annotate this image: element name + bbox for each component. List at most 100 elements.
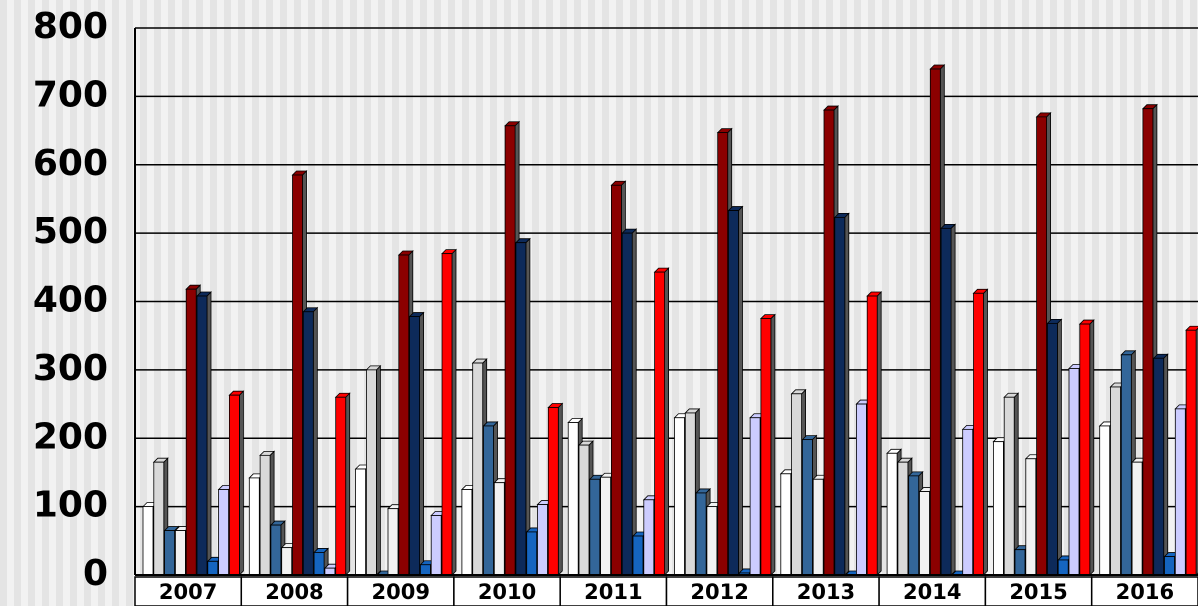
bar [207, 560, 219, 576]
y-tick-label: 400 [33, 280, 108, 321]
bar [706, 506, 718, 576]
bar [834, 216, 846, 576]
y-tick-label: 200 [33, 416, 108, 457]
x-tick-label: 2013 [797, 580, 855, 604]
bar [196, 295, 208, 576]
bar [856, 403, 867, 576]
bar [398, 254, 410, 576]
bar [270, 524, 282, 576]
bar-side [345, 392, 351, 576]
bar [483, 425, 494, 576]
bar [1068, 368, 1080, 576]
bar [228, 394, 240, 576]
bar [302, 311, 314, 576]
bar-side [1163, 353, 1169, 576]
y-tick-label: 100 [33, 485, 108, 526]
bar [567, 422, 579, 576]
bar [780, 473, 792, 576]
category-box [1090, 576, 1198, 606]
bar [387, 508, 399, 576]
x-tick-label: 2016 [1116, 580, 1174, 604]
y-tick-label: 600 [33, 143, 108, 184]
y-tick-label: 500 [33, 211, 108, 252]
bar [1003, 396, 1015, 576]
bar [174, 530, 186, 576]
bar [472, 362, 484, 576]
bar-side [525, 237, 531, 576]
bar [164, 530, 176, 576]
bar [621, 232, 633, 576]
bar [749, 417, 761, 576]
bar [185, 288, 197, 576]
bar-side [557, 402, 563, 576]
bar-side [876, 291, 882, 576]
x-tick-label: 2012 [690, 580, 748, 604]
bar [632, 535, 644, 576]
bar [919, 491, 930, 576]
bar [791, 393, 802, 576]
bar [1047, 322, 1058, 576]
bar [886, 452, 898, 576]
bar [259, 454, 271, 576]
bar [717, 132, 729, 576]
bar [823, 109, 835, 576]
bar [1131, 461, 1143, 576]
bar-side [844, 212, 850, 576]
bar [908, 475, 920, 576]
bar [218, 489, 230, 576]
category-box [665, 576, 774, 606]
bar [940, 227, 952, 576]
bar [684, 412, 696, 576]
bar-side [983, 288, 988, 576]
bar [1174, 408, 1186, 576]
bar [929, 68, 941, 576]
bar-side [631, 228, 637, 576]
x-tick-label: 2008 [265, 580, 323, 604]
bar [962, 428, 974, 576]
bar [142, 506, 154, 576]
bar [802, 439, 813, 576]
bar [654, 271, 665, 576]
bar-side [950, 223, 956, 576]
x-tick-label: 2007 [159, 580, 217, 604]
bar [313, 552, 325, 576]
bar [515, 242, 527, 576]
bar [409, 316, 421, 576]
bar-side [419, 311, 425, 576]
x-tick-label: 2011 [584, 580, 642, 604]
bar [1142, 108, 1154, 576]
bar [674, 417, 685, 576]
bar-side [375, 364, 381, 576]
bar [600, 476, 611, 576]
bar [1099, 425, 1111, 576]
y-tick-label: 0 [83, 553, 108, 594]
bar [547, 407, 559, 576]
bar [695, 492, 707, 576]
y-tick-label: 800 [33, 6, 108, 47]
bar [281, 547, 293, 576]
y-tick-label: 300 [33, 348, 108, 389]
bar [441, 253, 453, 576]
bar [1120, 354, 1132, 576]
bar [973, 292, 984, 576]
bar [537, 504, 548, 576]
bar [1014, 549, 1026, 576]
bar [1057, 559, 1069, 576]
bar [578, 444, 590, 576]
bar [993, 441, 1004, 576]
bar-side [451, 248, 457, 576]
bar [897, 461, 909, 576]
bar [248, 477, 260, 576]
bar [430, 515, 442, 576]
bar [526, 531, 538, 576]
bar [355, 468, 367, 576]
bar [760, 318, 772, 576]
bar [611, 184, 622, 576]
category-box [240, 576, 349, 606]
bar [419, 564, 431, 576]
bar-side [770, 313, 776, 576]
y-tick-label: 700 [33, 74, 108, 115]
bar [335, 396, 347, 576]
category-box [453, 576, 561, 606]
